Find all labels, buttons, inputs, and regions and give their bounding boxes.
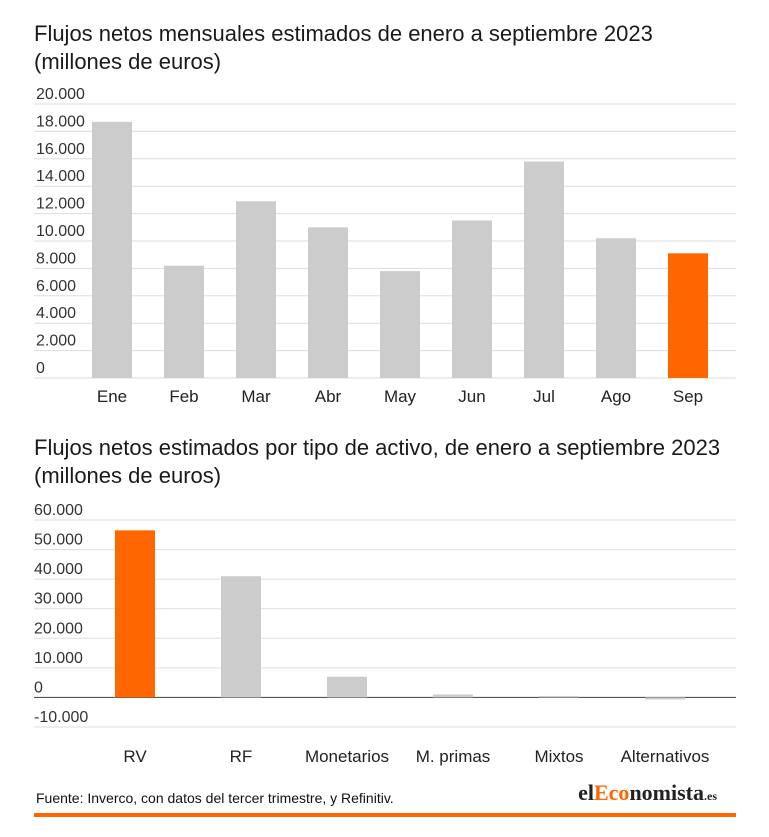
y-tick-label: 12.000 — [36, 196, 85, 213]
bar-rv — [115, 530, 155, 698]
x-category-label: Ene — [97, 387, 127, 406]
y-tick-label: 20.000 — [34, 620, 83, 637]
bar-rf — [221, 576, 261, 698]
logo-eco: Eco — [593, 780, 630, 805]
bar-jul — [524, 161, 564, 378]
x-category-label: Jul — [533, 387, 555, 406]
bar-sep — [668, 253, 708, 378]
x-category-label: Monetarios — [305, 747, 389, 766]
logo-nomista: nomista — [629, 780, 704, 805]
logo-es: .es — [704, 789, 717, 803]
y-tick-label: 14.000 — [36, 168, 85, 185]
y-tick-label: 10.000 — [34, 650, 83, 667]
y-tick-label: 16.000 — [36, 141, 85, 158]
bar-jun — [452, 220, 492, 378]
bar-ago — [596, 238, 636, 378]
logo-el: el — [578, 780, 594, 805]
y-tick-label: 30.000 — [34, 591, 83, 608]
y-tick-label: 0 — [34, 679, 43, 696]
y-tick-label: 50.000 — [34, 532, 83, 549]
bar-alternativos — [645, 697, 685, 700]
y-tick-label: 60.000 — [34, 502, 83, 519]
y-tick-label: 4.000 — [36, 305, 76, 322]
bar-mixtos — [539, 695, 579, 698]
bar-monetarios — [327, 676, 367, 698]
bottom-accent-rule — [34, 813, 736, 817]
chart2-title: Flujos netos estimados por tipo de activ… — [34, 435, 721, 488]
monthly-flows-chart: 0 2.000 4.000 6.000 8.000 10.000 12.000 14.000 1… — [34, 86, 736, 406]
x-category-label: Ago — [601, 387, 631, 406]
source-note: Fuente: Inverco, con datos del tercer tr… — [36, 790, 394, 806]
x-category-label: M. primas — [416, 747, 491, 766]
x-category-label: Feb — [169, 387, 198, 406]
x-category-label: RV — [123, 747, 147, 766]
y-tick-label: 40.000 — [34, 561, 83, 578]
y-tick-label: -10.000 — [34, 709, 88, 726]
asset-type-flows-chart: -10.000 0 10.000 20.000 30.000 40.000 50.000 60… — [34, 502, 736, 766]
x-category-label: Abr — [315, 387, 342, 406]
bar-ene — [92, 121, 132, 378]
bar-abr — [308, 227, 348, 378]
chart1-title: Flujos netos mensuales estimados de ener… — [34, 21, 653, 74]
y-tick-label: 6.000 — [36, 278, 76, 295]
y-tick-label: 18.000 — [36, 113, 85, 130]
y-tick-label: 2.000 — [36, 333, 76, 350]
bar-may — [380, 271, 420, 378]
bar-mar — [236, 201, 276, 378]
y-tick-label: 0 — [36, 360, 45, 377]
x-category-label: Sep — [673, 387, 703, 406]
bar-feb — [164, 265, 204, 378]
x-category-label: Jun — [458, 387, 485, 406]
x-category-label: Mixtos — [534, 747, 583, 766]
y-tick-label: 20.000 — [36, 86, 85, 103]
bar-m-primas — [433, 694, 473, 698]
x-category-label: Mar — [241, 387, 271, 406]
brand-logo: elEconomista.es — [578, 780, 717, 806]
y-tick-label: 10.000 — [36, 223, 85, 240]
x-category-label: Alternativos — [621, 747, 710, 766]
x-category-label: May — [384, 387, 417, 406]
y-tick-label: 8.000 — [36, 250, 76, 267]
x-category-label: RF — [230, 747, 253, 766]
